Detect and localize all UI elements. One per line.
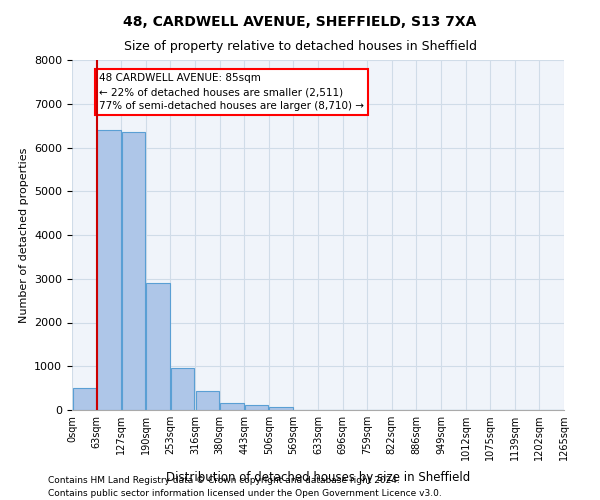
Bar xyxy=(122,132,145,410)
Bar xyxy=(269,408,293,410)
Text: 48, CARDWELL AVENUE, SHEFFIELD, S13 7XA: 48, CARDWELL AVENUE, SHEFFIELD, S13 7XA xyxy=(124,15,476,29)
Bar xyxy=(220,402,244,410)
Bar xyxy=(196,391,219,410)
Text: Size of property relative to detached houses in Sheffield: Size of property relative to detached ho… xyxy=(124,40,476,53)
Text: Contains public sector information licensed under the Open Government Licence v3: Contains public sector information licen… xyxy=(48,488,442,498)
Bar xyxy=(146,283,170,410)
Text: 48 CARDWELL AVENUE: 85sqm
← 22% of detached houses are smaller (2,511)
77% of se: 48 CARDWELL AVENUE: 85sqm ← 22% of detac… xyxy=(99,73,364,111)
Bar xyxy=(171,368,194,410)
Bar xyxy=(73,388,96,410)
Bar xyxy=(245,405,268,410)
Y-axis label: Number of detached properties: Number of detached properties xyxy=(19,148,29,322)
Bar xyxy=(97,130,121,410)
Text: Contains HM Land Registry data © Crown copyright and database right 2024.: Contains HM Land Registry data © Crown c… xyxy=(48,476,400,485)
X-axis label: Distribution of detached houses by size in Sheffield: Distribution of detached houses by size … xyxy=(166,472,470,484)
